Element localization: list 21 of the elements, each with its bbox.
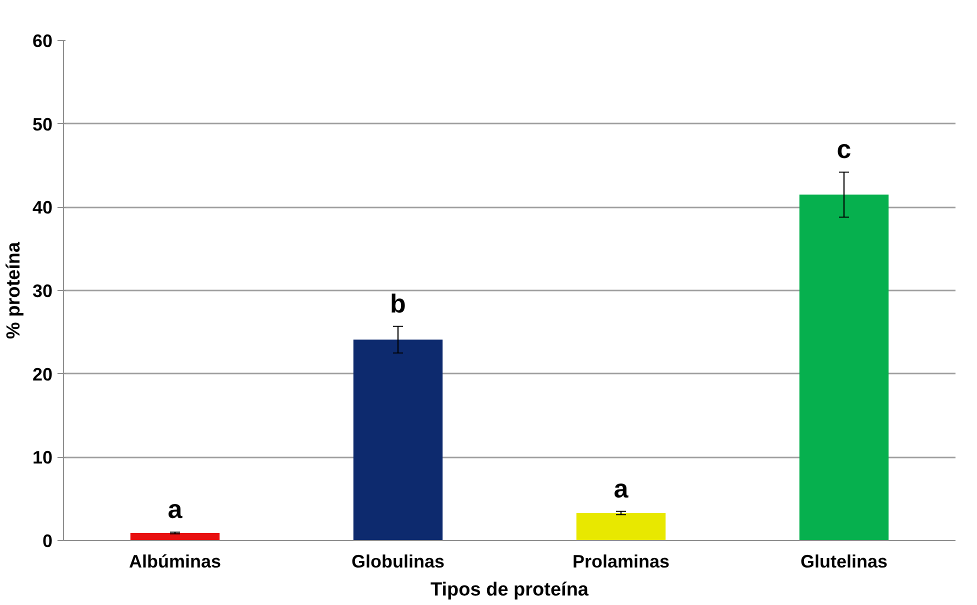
bar	[799, 194, 889, 540]
x-axis-title: Tipos de proteína	[430, 580, 589, 600]
bar	[130, 533, 220, 540]
annotation: c	[836, 134, 852, 164]
x-tick-label: Glutelinas	[800, 552, 888, 572]
annotation: b	[390, 288, 406, 318]
bar	[576, 513, 666, 540]
y-tick-label: 0	[42, 531, 53, 551]
y-tick-label: 10	[32, 448, 53, 468]
y-tick-label: 50	[32, 114, 53, 134]
y-tick-label: 60	[32, 31, 53, 51]
y-tick-label: 20	[32, 364, 53, 384]
x-tick-label: Globulinas	[351, 552, 445, 572]
x-tick-label: Albúminas	[128, 552, 222, 572]
annotation: a	[168, 494, 183, 524]
annotation: a	[614, 473, 629, 504]
x-tick-label: Prolaminas	[572, 552, 670, 572]
y-axis-title: % proteína	[3, 242, 24, 340]
y-tick-label: 30	[32, 281, 53, 301]
bar	[353, 340, 443, 540]
y-tick-label: 40	[32, 198, 53, 218]
